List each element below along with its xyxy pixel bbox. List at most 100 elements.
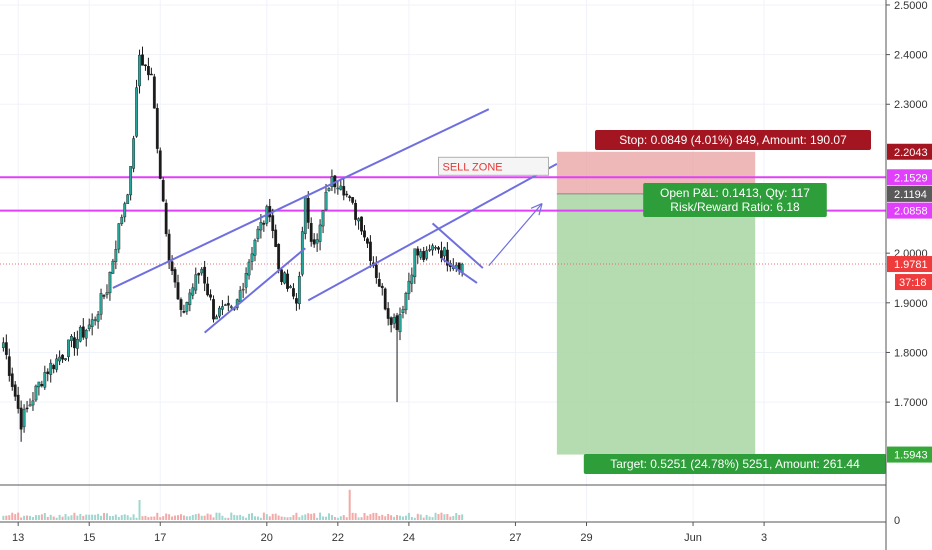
candle-body — [123, 203, 127, 218]
candle-body — [440, 250, 443, 259]
volume-bar — [153, 516, 156, 520]
candle-body — [114, 249, 118, 263]
volume-bar — [461, 514, 464, 520]
candle-body — [226, 303, 230, 306]
candle-body — [297, 276, 301, 305]
candle-body — [348, 196, 352, 198]
volume-bar — [404, 515, 407, 520]
candle-body — [422, 251, 426, 260]
candle-body — [295, 298, 298, 304]
candle-body — [377, 279, 381, 287]
candle-body — [1, 342, 5, 348]
volume-bar — [419, 514, 422, 520]
candle-body — [303, 196, 307, 234]
candle-body — [434, 247, 437, 249]
volume-bar — [393, 516, 396, 520]
candle-body — [120, 217, 124, 224]
volume-bar — [215, 512, 218, 520]
volume-bar — [182, 515, 185, 520]
trendlines[interactable]: SELL ZONE — [112, 108, 558, 334]
price-badge-label: 2.1529 — [894, 172, 928, 184]
volume-bar — [61, 516, 64, 520]
candle-body — [383, 288, 387, 310]
candle-body — [141, 54, 144, 66]
volume-bar — [203, 515, 206, 520]
candle-body — [330, 176, 334, 188]
candle-body — [324, 191, 328, 211]
candle-body — [271, 215, 275, 231]
countdown-badge — [895, 274, 932, 291]
volume-bar — [304, 514, 307, 520]
candle-body — [170, 261, 174, 272]
volume-bar — [413, 517, 416, 520]
volume-bar — [458, 514, 461, 520]
candle-body — [37, 381, 41, 388]
countdown-label: 37:18 — [899, 277, 927, 289]
volume-bar — [94, 514, 97, 520]
candle-body — [283, 272, 286, 284]
candle-body — [431, 245, 434, 251]
candle-body — [58, 356, 62, 362]
candle-body — [96, 314, 100, 322]
price-badge-label: 2.0858 — [894, 206, 928, 218]
candle-body — [22, 408, 26, 428]
volume-bar — [416, 513, 419, 520]
target-label: Target: 0.5251 (24.78%) 5251, Amount: 26… — [610, 457, 860, 471]
volume-bar — [197, 513, 200, 520]
volume-bar — [316, 517, 319, 520]
candle-body — [404, 293, 408, 311]
candle-body — [99, 293, 103, 315]
candle-body — [158, 150, 162, 179]
candle-body — [117, 223, 121, 250]
candle-body — [268, 206, 272, 218]
volume-bar — [224, 517, 227, 520]
volume-bar — [425, 514, 428, 520]
candle-body — [164, 202, 168, 235]
candle-body — [244, 273, 248, 288]
volume-bar — [452, 515, 455, 520]
volume-bar — [100, 515, 103, 520]
volume-bar — [85, 514, 88, 520]
volume-bar — [366, 515, 369, 520]
volume-bar — [268, 516, 271, 520]
time-tick-label: 3 — [761, 532, 767, 544]
trendline — [112, 108, 490, 289]
candle-body — [306, 197, 310, 223]
volume-bar — [443, 514, 446, 520]
candle-body — [206, 283, 210, 296]
volume-bar — [298, 517, 301, 520]
volume-bar — [357, 517, 360, 520]
price-badge — [887, 256, 932, 273]
candle-body — [419, 251, 423, 258]
candle-body — [31, 400, 35, 406]
candle-body — [67, 339, 70, 357]
volume-bar — [333, 517, 336, 520]
candle-body — [327, 188, 331, 191]
time-tick-label: Jun — [684, 532, 702, 544]
arrow-head — [530, 202, 543, 209]
volume-bar — [292, 515, 295, 520]
candle-body — [75, 338, 79, 349]
volume-bar — [274, 513, 277, 520]
candle-body — [386, 308, 390, 319]
volume-bar — [440, 512, 443, 520]
volume-bar — [233, 514, 236, 520]
candle-body — [152, 76, 156, 109]
candle-body — [443, 247, 446, 257]
volume-bar — [55, 517, 58, 520]
candle-body — [167, 233, 171, 262]
volume-bar — [428, 516, 431, 520]
candle-body — [155, 108, 159, 149]
volume-bar — [150, 516, 153, 520]
volume-bar — [126, 515, 129, 520]
candle-body — [357, 218, 360, 222]
volume-bar — [67, 516, 70, 520]
candle-body — [129, 166, 133, 196]
price-badge — [887, 202, 932, 219]
candle-body — [200, 268, 204, 274]
volume-bar — [446, 514, 449, 520]
candle-body — [280, 269, 284, 283]
volume-bar — [144, 515, 147, 520]
